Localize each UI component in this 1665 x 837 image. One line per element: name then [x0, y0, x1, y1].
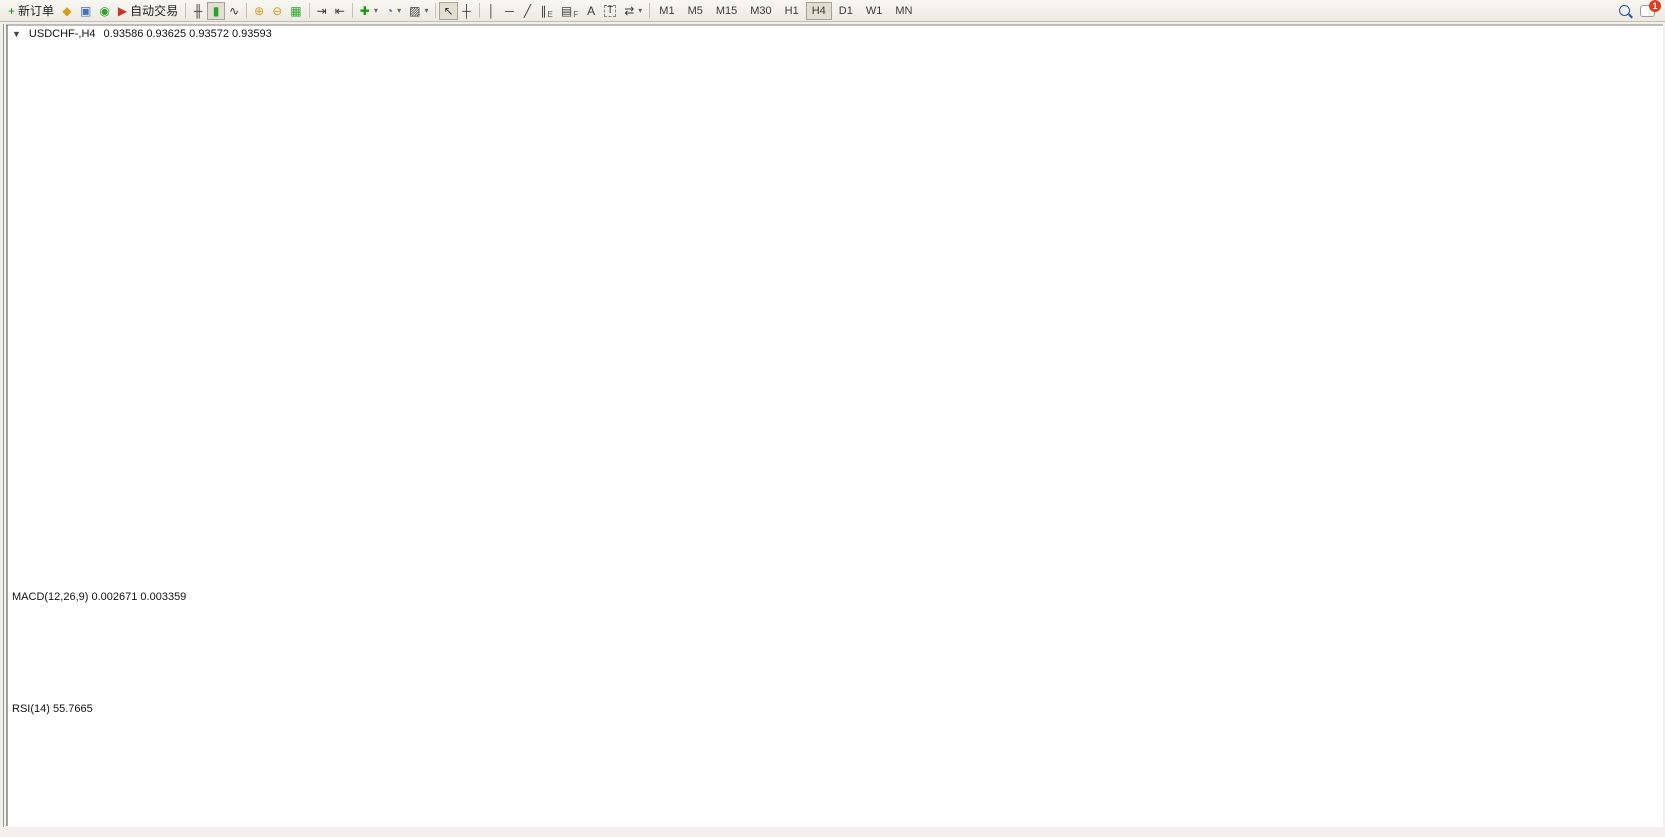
channel-sub-label: E [547, 9, 553, 19]
rsi-indicator-label: RSI(14) 55.7665 [12, 703, 93, 715]
toolbar-right-group: 1 [1619, 0, 1661, 17]
timeframe-w1[interactable]: W1 [860, 2, 889, 20]
templates-button[interactable]: ▨ ▾ [405, 2, 432, 20]
timeframe-m1[interactable]: M1 [653, 2, 680, 20]
new-order-button[interactable]: + 新订单 [4, 2, 58, 20]
trendline-icon: ╱ [523, 3, 532, 18]
candlestick-chart-button[interactable]: ▮ [207, 1, 226, 20]
toolbar-separator [649, 3, 651, 18]
signals-button[interactable]: ◉ [95, 2, 113, 20]
new-order-label: 新订单 [18, 4, 55, 18]
zoom-in-icon: ⊕ [254, 3, 265, 18]
tile-windows-button[interactable]: ▦ [286, 2, 305, 20]
trendline-button[interactable]: ╱ [519, 2, 537, 20]
arrows-button[interactable]: ⇄ ▾ [620, 2, 646, 20]
horizontal-line-button[interactable]: ─ [501, 2, 519, 20]
clock-icon: ◔ [385, 3, 394, 18]
macd-indicator-label: MACD(12,26,9) 0.002671 0.003359 [12, 591, 186, 603]
one-click-trading-arrow[interactable]: ▼ [12, 29, 21, 39]
text-button[interactable]: A [582, 2, 600, 20]
new-order-icon: + [8, 3, 16, 18]
window-left-border [3, 24, 4, 827]
add-indicator-icon: ✚ [359, 3, 370, 18]
profile-icon: ◆ [62, 3, 72, 18]
cursor-icon: ↖ [443, 3, 454, 18]
zoom-out-icon: ⊖ [272, 3, 283, 18]
channel-button[interactable]: ∥ E [537, 2, 557, 20]
crosshair-icon: ┼ [462, 3, 471, 18]
equidistant-channel-icon: ∥ [540, 3, 547, 18]
line-chart-button[interactable]: ∿ [225, 2, 243, 20]
fibo-sub-label: F [573, 9, 579, 19]
timeframe-m5[interactable]: M5 [682, 2, 709, 20]
macd-name: MACD(12,26,9) [12, 591, 89, 603]
timeframe-h4[interactable]: H4 [805, 1, 832, 20]
toolbar-separator [246, 3, 248, 18]
chat-icon[interactable]: 1 [1640, 0, 1661, 17]
text-label-button[interactable]: T [600, 2, 620, 20]
fibonacci-button[interactable]: ▤ F [557, 2, 582, 20]
chart-shift-icon: ⇤ [334, 3, 345, 18]
terminal-icon: ▣ [80, 3, 92, 18]
periods-button[interactable]: ◔ ▾ [382, 2, 405, 20]
chart-shift-button[interactable]: ⇤ [331, 2, 349, 20]
timeframe-m15[interactable]: M15 [710, 2, 743, 20]
horizontal-line-icon: ─ [505, 3, 514, 18]
auto-trading-button[interactable]: ▶ 自动交易 [114, 2, 182, 20]
vertical-line-button[interactable]: │ [483, 2, 501, 20]
fibonacci-icon: ▤ [560, 3, 573, 18]
main-toolbar: + 新订单 ◆ ▣ ◉ ▶ 自动交易 ╫ ▮ ∿ ⊕ ⊖ ▦ ⇥ ⇤ ✚ ▾ ◔… [0, 0, 1665, 22]
zoom-in-button[interactable]: ⊕ [250, 2, 268, 20]
timeframe-h1[interactable]: H1 [779, 2, 805, 20]
arrows-icon: ⇄ [624, 3, 635, 18]
candlestick-chart-icon: ▮ [212, 3, 220, 18]
macd-values: 0.002671 0.003359 [91, 591, 187, 603]
auto-scroll-button[interactable]: ⇥ [313, 2, 331, 20]
line-chart-icon: ∿ [229, 3, 240, 18]
timeframe-group: M1 M5 M15 M30 H1 H4 D1 W1 MN [653, 1, 918, 20]
toolbar-separator [435, 3, 437, 18]
auto-scroll-icon: ⇥ [316, 3, 327, 18]
rsi-value: 55.7665 [52, 703, 93, 715]
chevron-down-icon: ▾ [373, 6, 378, 15]
toolbar-separator [185, 3, 187, 18]
chevron-down-icon: ▾ [638, 6, 643, 15]
zoom-out-button[interactable]: ⊖ [268, 2, 286, 20]
chevron-down-icon: ▾ [424, 6, 429, 15]
template-icon: ▨ [409, 3, 421, 18]
toolbar-separator [351, 3, 353, 18]
crosshair-button[interactable]: ┼ [458, 2, 476, 20]
indicators-button[interactable]: ✚ ▾ [356, 2, 382, 20]
chevron-down-icon: ▾ [397, 6, 402, 15]
signals-icon: ◉ [99, 3, 110, 18]
timeframe-m30[interactable]: M30 [744, 2, 777, 20]
cursor-button[interactable]: ↖ [439, 1, 458, 20]
notification-badge: 1 [1649, 0, 1661, 12]
chart-window [6, 24, 1663, 827]
chart-title: ▼ USDCHF-,H4 0.93586 0.93625 0.93572 0.9… [12, 28, 272, 40]
toolbar-separator [308, 3, 310, 18]
tile-windows-icon: ▦ [290, 3, 302, 18]
symbol-timeframe-label: USDCHF-,H4 [28, 28, 96, 40]
terminal-button[interactable]: ▣ [76, 2, 95, 20]
timeframe-d1[interactable]: D1 [833, 2, 859, 20]
vertical-line-icon: │ [487, 3, 496, 18]
label-icon: T [604, 4, 617, 17]
auto-trading-label: 自动交易 [130, 4, 179, 18]
bar-chart-button[interactable]: ╫ [189, 2, 207, 20]
search-icon[interactable] [1619, 5, 1630, 16]
toolbar-separator [478, 3, 480, 18]
ohlc-values: 0.93586 0.93625 0.93572 0.93593 [103, 28, 272, 40]
auto-trading-icon: ▶ [117, 3, 128, 18]
text-icon: A [587, 3, 596, 18]
bar-chart-icon: ╫ [193, 3, 203, 18]
rsi-name: RSI(14) [12, 703, 50, 715]
timeframe-mn[interactable]: MN [889, 2, 918, 20]
profile-button[interactable]: ◆ [58, 2, 76, 20]
